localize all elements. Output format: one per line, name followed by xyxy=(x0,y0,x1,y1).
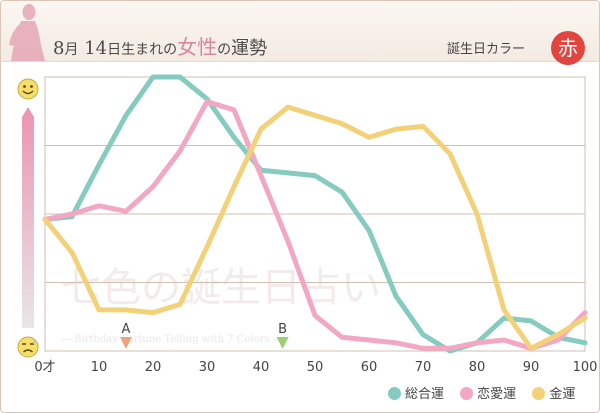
woman-silhouette-icon xyxy=(9,4,45,61)
title-fortune: 運勢 xyxy=(231,38,268,59)
x-tick-label: 50 xyxy=(307,360,324,375)
marker-triangle-b xyxy=(276,337,289,349)
sad-face-icon xyxy=(17,336,39,358)
x-tick-label: 70 xyxy=(415,360,432,375)
title-gender: 女性 xyxy=(177,35,218,59)
title-day-suffix: 日生まれの xyxy=(107,42,178,58)
birth-color-label: 誕生日カラー xyxy=(447,42,526,57)
watermark-sub: — Birthday Fortune Telling with 7 Colors… xyxy=(61,334,283,345)
page-title: 8月 14日生まれの女性の運勢 xyxy=(53,31,267,60)
series-line-general xyxy=(42,74,588,354)
x-tick-label: 0才 xyxy=(34,360,55,375)
legend-label-love: 恋愛運 xyxy=(477,387,517,402)
title-day: 14 xyxy=(84,38,108,59)
title-particle: の xyxy=(217,42,232,58)
legend-item-love: 恋愛運 xyxy=(460,383,516,402)
x-tick-label: 100 xyxy=(573,360,598,375)
legend-swatch-love xyxy=(460,387,474,400)
chart-legend: 総合運 恋愛運 金運 xyxy=(376,383,575,402)
watermark: 七色の誕生日占い — Birthday Fortune Telling with… xyxy=(61,265,381,345)
x-tick-label: 20 xyxy=(145,360,162,375)
marker-label-a: A xyxy=(122,322,131,337)
series-line-money xyxy=(42,104,588,351)
title-month-unit: 月 xyxy=(64,42,79,58)
legend-item-money: 金運 xyxy=(532,383,575,402)
legend-item-general: 総合運 xyxy=(388,383,444,402)
x-tick-label: 10 xyxy=(91,360,108,375)
watermark-main: 七色の誕生日占い xyxy=(61,265,381,311)
title-month: 8 xyxy=(53,38,65,59)
smile-face-icon xyxy=(17,78,39,100)
plot-area: 0才 10 20 30 40 50 60 70 80 90 100 A B xyxy=(34,74,598,375)
legend-label-money: 金運 xyxy=(549,387,576,402)
marker-label-b: B xyxy=(278,322,287,337)
legend-label-general: 総合運 xyxy=(405,387,445,402)
birth-color-badge: 赤 xyxy=(551,31,585,65)
x-tick-label: 80 xyxy=(469,360,486,375)
legend-swatch-money xyxy=(532,387,546,400)
x-tick-label: 60 xyxy=(361,360,378,375)
chart-header: 8月 14日生まれの女性の運勢 誕生日カラー 赤 xyxy=(1,1,599,65)
x-tick-label: 90 xyxy=(523,360,540,375)
x-tick-label: 30 xyxy=(199,360,216,375)
legend-swatch-general xyxy=(388,387,401,400)
marker-triangle-a xyxy=(120,337,132,349)
series-line-love xyxy=(42,99,588,351)
x-tick-label: 40 xyxy=(253,360,270,375)
fortune-gauge-bar xyxy=(22,107,34,328)
